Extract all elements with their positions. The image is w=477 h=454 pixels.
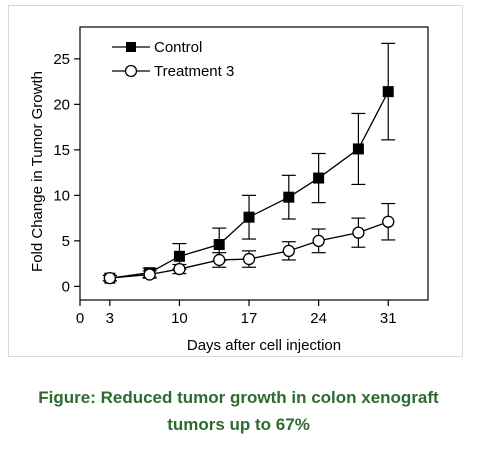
plot-border — [79, 26, 429, 301]
data-point-circle — [282, 244, 295, 258]
y-tick-label: 20 — [53, 96, 70, 113]
data-point-square — [283, 191, 295, 203]
caption-line-1: Figure: Reduced tumor growth in colon xe… — [38, 388, 439, 407]
data-point-square — [213, 238, 225, 250]
y-tick-label: 0 — [62, 278, 70, 295]
figure-caption: Figure: Reduced tumor growth in colon xe… — [0, 384, 477, 438]
data-point-circle — [213, 253, 226, 267]
x-tick-label: 17 — [241, 310, 258, 327]
y-axis-title: Fold Change in Tumor Growth — [29, 71, 46, 272]
x-tick-label: 31 — [380, 310, 397, 327]
y-tick-label: 25 — [53, 51, 70, 68]
x-tick-label: 10 — [171, 310, 188, 327]
series-layer — [102, 42, 396, 285]
data-point-circle — [242, 252, 256, 266]
legend-label: Treatment 3 — [154, 63, 234, 80]
x-axis-title: Days after cell injection — [187, 337, 341, 354]
x-tick-label: 0 — [76, 310, 84, 327]
legend-marker-circle — [124, 64, 138, 78]
data-point-circle — [382, 215, 395, 228]
x-tick-label: 3 — [106, 310, 114, 327]
caption-line-2: tumors up to 67% — [167, 415, 310, 434]
data-point-circle — [143, 268, 156, 281]
data-point-circle — [173, 262, 186, 276]
data-point-circle — [312, 234, 325, 248]
y-tick-label: 15 — [53, 142, 70, 159]
series-control — [102, 42, 396, 282]
y-tick-label: 5 — [62, 233, 70, 250]
data-point-square — [382, 86, 394, 98]
legend-marker-square — [126, 42, 136, 52]
data-point-square — [352, 143, 364, 155]
x-tick-label: 24 — [310, 310, 327, 327]
y-tick-label: 10 — [53, 187, 70, 204]
data-point-square — [173, 250, 185, 262]
legend-label: Control — [154, 39, 202, 56]
chart-frame — [8, 5, 463, 357]
data-point-circle — [352, 226, 365, 239]
data-point-square — [243, 211, 255, 223]
data-point-square — [313, 172, 325, 184]
legend: Control Treatment 3 — [112, 39, 234, 80]
data-point-circle — [103, 272, 116, 285]
series-line — [109, 91, 389, 279]
